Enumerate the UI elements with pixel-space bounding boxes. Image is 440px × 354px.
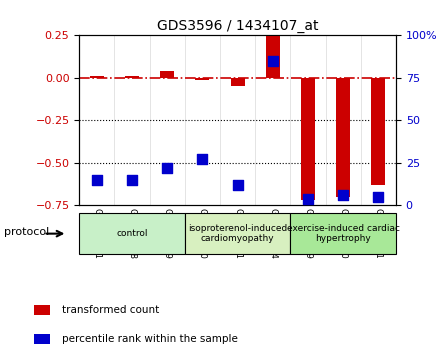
Bar <box>336 78 350 197</box>
Bar <box>266 35 280 78</box>
Point <box>340 192 347 198</box>
Bar <box>231 78 245 86</box>
Point <box>269 58 276 64</box>
Point <box>199 156 206 162</box>
Title: GDS3596 / 1434107_at: GDS3596 / 1434107_at <box>157 19 319 33</box>
Point <box>128 177 136 183</box>
Text: protocol: protocol <box>4 227 49 236</box>
Bar <box>125 76 139 78</box>
Bar <box>371 78 385 185</box>
Text: control: control <box>116 229 148 238</box>
Point <box>304 196 312 201</box>
Point <box>234 182 241 188</box>
Text: transformed count: transformed count <box>62 306 159 315</box>
Bar <box>90 76 104 78</box>
Bar <box>160 71 174 78</box>
Bar <box>195 78 209 80</box>
FancyBboxPatch shape <box>79 213 185 254</box>
Point <box>164 165 171 171</box>
Text: exercise-induced cardiac
hypertrophy: exercise-induced cardiac hypertrophy <box>287 224 400 243</box>
FancyBboxPatch shape <box>185 213 290 254</box>
Bar <box>301 78 315 200</box>
Text: percentile rank within the sample: percentile rank within the sample <box>62 334 238 344</box>
Bar <box>34 305 50 315</box>
Text: isoproterenol-induced
cardiomyopathy: isoproterenol-induced cardiomyopathy <box>188 224 287 243</box>
Point <box>93 177 100 183</box>
FancyBboxPatch shape <box>290 213 396 254</box>
Bar <box>34 333 50 344</box>
Point <box>375 194 382 200</box>
